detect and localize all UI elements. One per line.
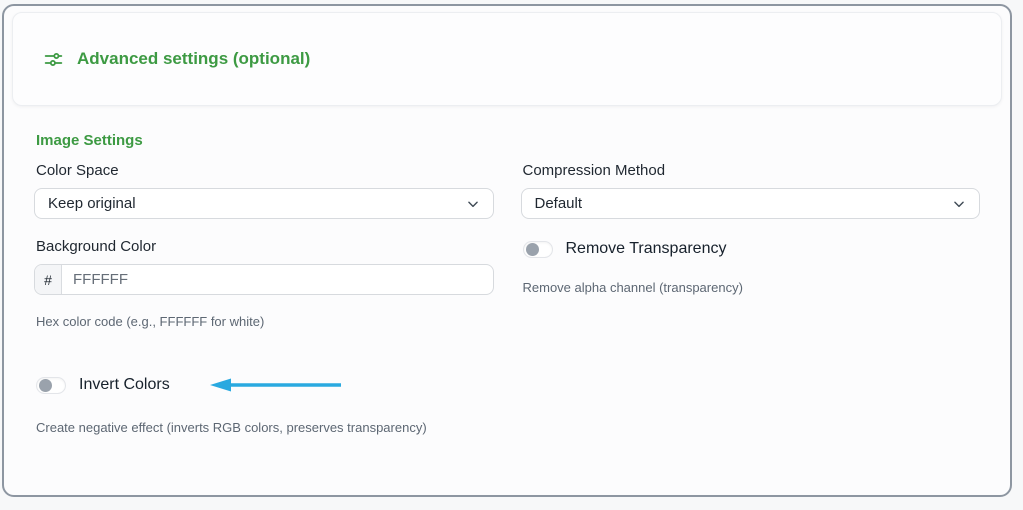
- invert-colors-helper: Create negative effect (inverts RGB colo…: [36, 420, 427, 435]
- invert-colors-label: Invert Colors: [79, 376, 170, 393]
- toggle-knob: [39, 379, 52, 392]
- advanced-settings-header[interactable]: Advanced settings (optional): [12, 12, 1002, 106]
- advanced-settings-title: Advanced settings (optional): [77, 49, 311, 68]
- chevron-down-icon: [952, 197, 966, 211]
- background-color-input[interactable]: [62, 265, 493, 294]
- remove-transparency-label: Remove Transparency: [565, 240, 727, 257]
- invert-colors-toggle[interactable]: [36, 376, 66, 394]
- section-title-image-settings: Image Settings: [36, 132, 143, 149]
- toggle-knob: [525, 243, 539, 256]
- chevron-down-icon: [466, 197, 480, 211]
- color-space-label: Color Space: [36, 162, 119, 179]
- compression-method-label: Compression Method: [522, 162, 666, 179]
- remove-transparency-helper: Remove alpha channel (transparency): [522, 280, 743, 295]
- remove-transparency-toggle[interactable]: [522, 240, 553, 258]
- color-space-value: Keep original: [48, 195, 136, 212]
- background-color-field: #: [34, 264, 494, 295]
- background-color-helper: Hex color code (e.g., FFFFFF for white): [36, 314, 265, 329]
- hex-prefix: #: [35, 265, 62, 294]
- annotation-arrow: [209, 377, 342, 393]
- left-column: Image Settings Color Space Keep original…: [34, 132, 494, 435]
- compression-method-value: Default: [534, 195, 583, 212]
- advanced-settings-panel: Advanced settings (optional) Image Setti…: [2, 4, 1012, 497]
- background-color-label: Background Color: [36, 238, 157, 255]
- compression-method-select[interactable]: Default: [520, 188, 980, 219]
- right-column: Compression Method Default Remove Transp…: [520, 132, 980, 435]
- sliders-icon: [43, 49, 64, 70]
- color-space-select[interactable]: Keep original: [34, 188, 494, 219]
